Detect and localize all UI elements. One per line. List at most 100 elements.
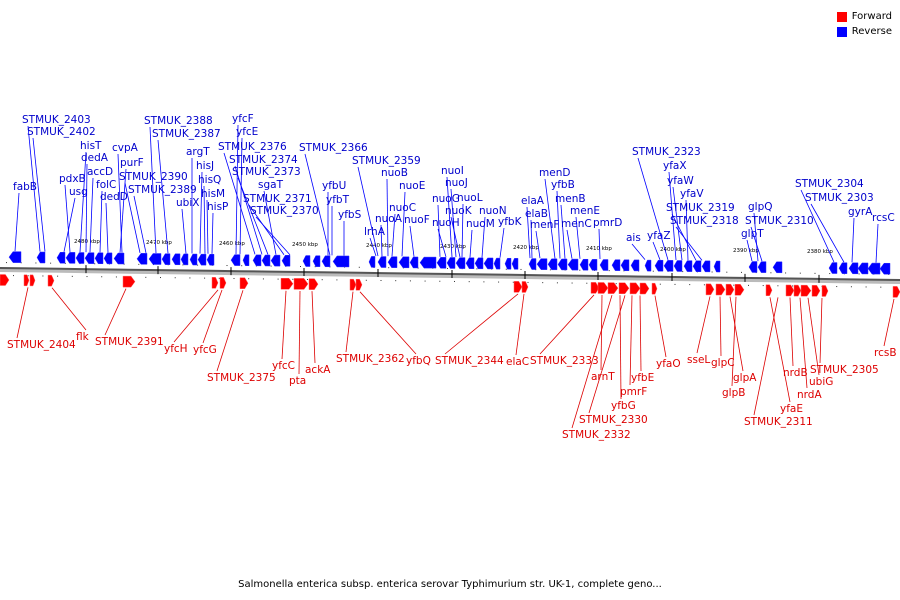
forward-gene-arrow xyxy=(651,282,658,295)
minor-tick xyxy=(733,284,735,286)
forward-gene-label: STMUK_2333 xyxy=(530,355,599,367)
forward-gene-leader xyxy=(654,295,667,358)
minor-tick xyxy=(748,284,749,286)
reverse-gene-label: STMUK_2374 xyxy=(229,154,298,166)
minor-tick xyxy=(174,277,176,279)
reverse-gene-label: menD xyxy=(539,167,570,179)
minor-tick xyxy=(542,282,544,284)
minor-tick xyxy=(689,284,691,286)
minor-tick xyxy=(138,263,140,265)
reverse-gene-label: yfaW xyxy=(667,175,694,187)
minor-tick xyxy=(447,267,448,269)
forward-gene-leader xyxy=(444,293,519,355)
forward-gene-label: yfaE xyxy=(780,403,803,415)
reverse-gene-label: yfbB xyxy=(551,179,575,191)
minor-tick xyxy=(785,272,787,274)
reverse-gene-label: gyrA xyxy=(848,206,873,218)
minor-tick xyxy=(42,275,44,277)
reverse-gene-leader xyxy=(560,204,566,259)
reverse-gene-label: menE xyxy=(570,205,600,217)
reverse-gene-leader xyxy=(235,124,239,255)
forward-gene-arrow xyxy=(47,274,55,287)
forward-gene-leader xyxy=(819,297,823,364)
reverse-gene-leader xyxy=(133,195,147,254)
reverse-gene-arrow xyxy=(879,262,891,275)
forward-gene-label: STMUK_2391 xyxy=(95,336,164,348)
reverse-gene-label: STMUK_2387 xyxy=(152,128,221,140)
legend: Forward Reverse xyxy=(836,9,892,39)
forward-gene-leader xyxy=(311,291,316,364)
reverse-gene-leader xyxy=(63,197,76,252)
forward-gene-arrow xyxy=(308,278,319,290)
reverse-gene-leader xyxy=(526,206,531,259)
reverse-gene-label: ais xyxy=(626,232,641,244)
reverse-gene-leader xyxy=(85,163,88,253)
legend-forward-label: Forward xyxy=(851,11,892,22)
reverse-gene-arrow xyxy=(94,252,104,265)
reverse-gene-label: nuoM xyxy=(466,218,495,230)
forward-gene-arrow xyxy=(618,282,630,295)
minor-tick xyxy=(336,279,338,281)
forward-gene-label: yfcC xyxy=(272,360,295,372)
forward-gene-leader xyxy=(789,297,794,367)
forward-gene-label: glpB xyxy=(722,387,745,399)
reverse-gene-leader xyxy=(556,190,561,259)
genome-backbone xyxy=(0,267,900,281)
minor-tick xyxy=(101,276,103,278)
reverse-gene-leader xyxy=(652,241,661,260)
forward-gene-arrow xyxy=(122,275,136,288)
minor-tick xyxy=(476,268,478,270)
forward-gene-arrow xyxy=(705,283,715,296)
reverse-gene-leader xyxy=(211,212,214,254)
reverse-gene-arrow xyxy=(197,253,207,266)
reverse-gene-label: argT xyxy=(186,146,210,158)
reverse-gene-arrow xyxy=(84,252,95,264)
reverse-gene-leader xyxy=(481,216,486,258)
forward-gene-label: yfcH xyxy=(164,343,188,355)
reverse-gene-leader xyxy=(469,229,473,258)
reverse-gene-label: STMUK_2304 xyxy=(795,178,864,190)
forward-gene-label: yfbE xyxy=(631,372,654,384)
forward-gene-leader xyxy=(619,295,622,400)
minor-tick xyxy=(248,278,250,280)
forward-gene-label: STMUK_2311 xyxy=(744,416,813,428)
reverse-gene-leader xyxy=(203,185,206,254)
forward-gene-arrow xyxy=(629,282,641,295)
reverse-gene-label: pdxB xyxy=(59,173,86,185)
reverse-gene-arrow xyxy=(321,255,331,268)
reverse-gene-arrow xyxy=(474,257,484,270)
reverse-gene-leader xyxy=(206,199,209,254)
minor-tick xyxy=(358,266,360,268)
reverse-gene-leader xyxy=(530,219,533,259)
legend-forward: Forward xyxy=(836,9,892,24)
minor-tick xyxy=(608,270,610,272)
minor-tick xyxy=(652,270,654,272)
forward-gene-leader xyxy=(729,296,744,372)
minor-tick xyxy=(571,282,573,284)
reverse-gene-leader xyxy=(535,230,541,259)
reverse-gene-arrow xyxy=(332,255,350,268)
reverse-gene-label: menB xyxy=(555,193,586,205)
scale-tick-label: 2390 kbp xyxy=(733,248,759,254)
reverse-gene-label: yfaZ xyxy=(647,230,671,242)
reverse-gene-arrow xyxy=(557,258,568,271)
minor-tick xyxy=(703,284,705,286)
reverse-gene-leader xyxy=(14,192,20,252)
forward-gene-arrow xyxy=(811,285,821,297)
forward-gene-label: yfcG xyxy=(193,344,217,356)
reverse-gene-label: accD xyxy=(87,166,113,178)
reverse-gene-arrow xyxy=(436,257,447,269)
reverse-gene-label: STMUK_2318 xyxy=(670,215,739,227)
minor-tick xyxy=(858,273,860,275)
reverse-gene-arrow xyxy=(493,257,501,270)
minor-tick xyxy=(850,286,852,288)
minor-tick xyxy=(71,275,73,277)
minor-tick xyxy=(35,262,37,264)
reverse-gene-arrow xyxy=(547,258,558,271)
reverse-gene-label: sgaT xyxy=(258,179,284,191)
reverse-gene-label: nuoN xyxy=(479,205,507,217)
reverse-gene-leader xyxy=(753,212,759,262)
reverse-gene-leader xyxy=(851,217,855,263)
reverse-gene-arrow xyxy=(230,254,241,266)
